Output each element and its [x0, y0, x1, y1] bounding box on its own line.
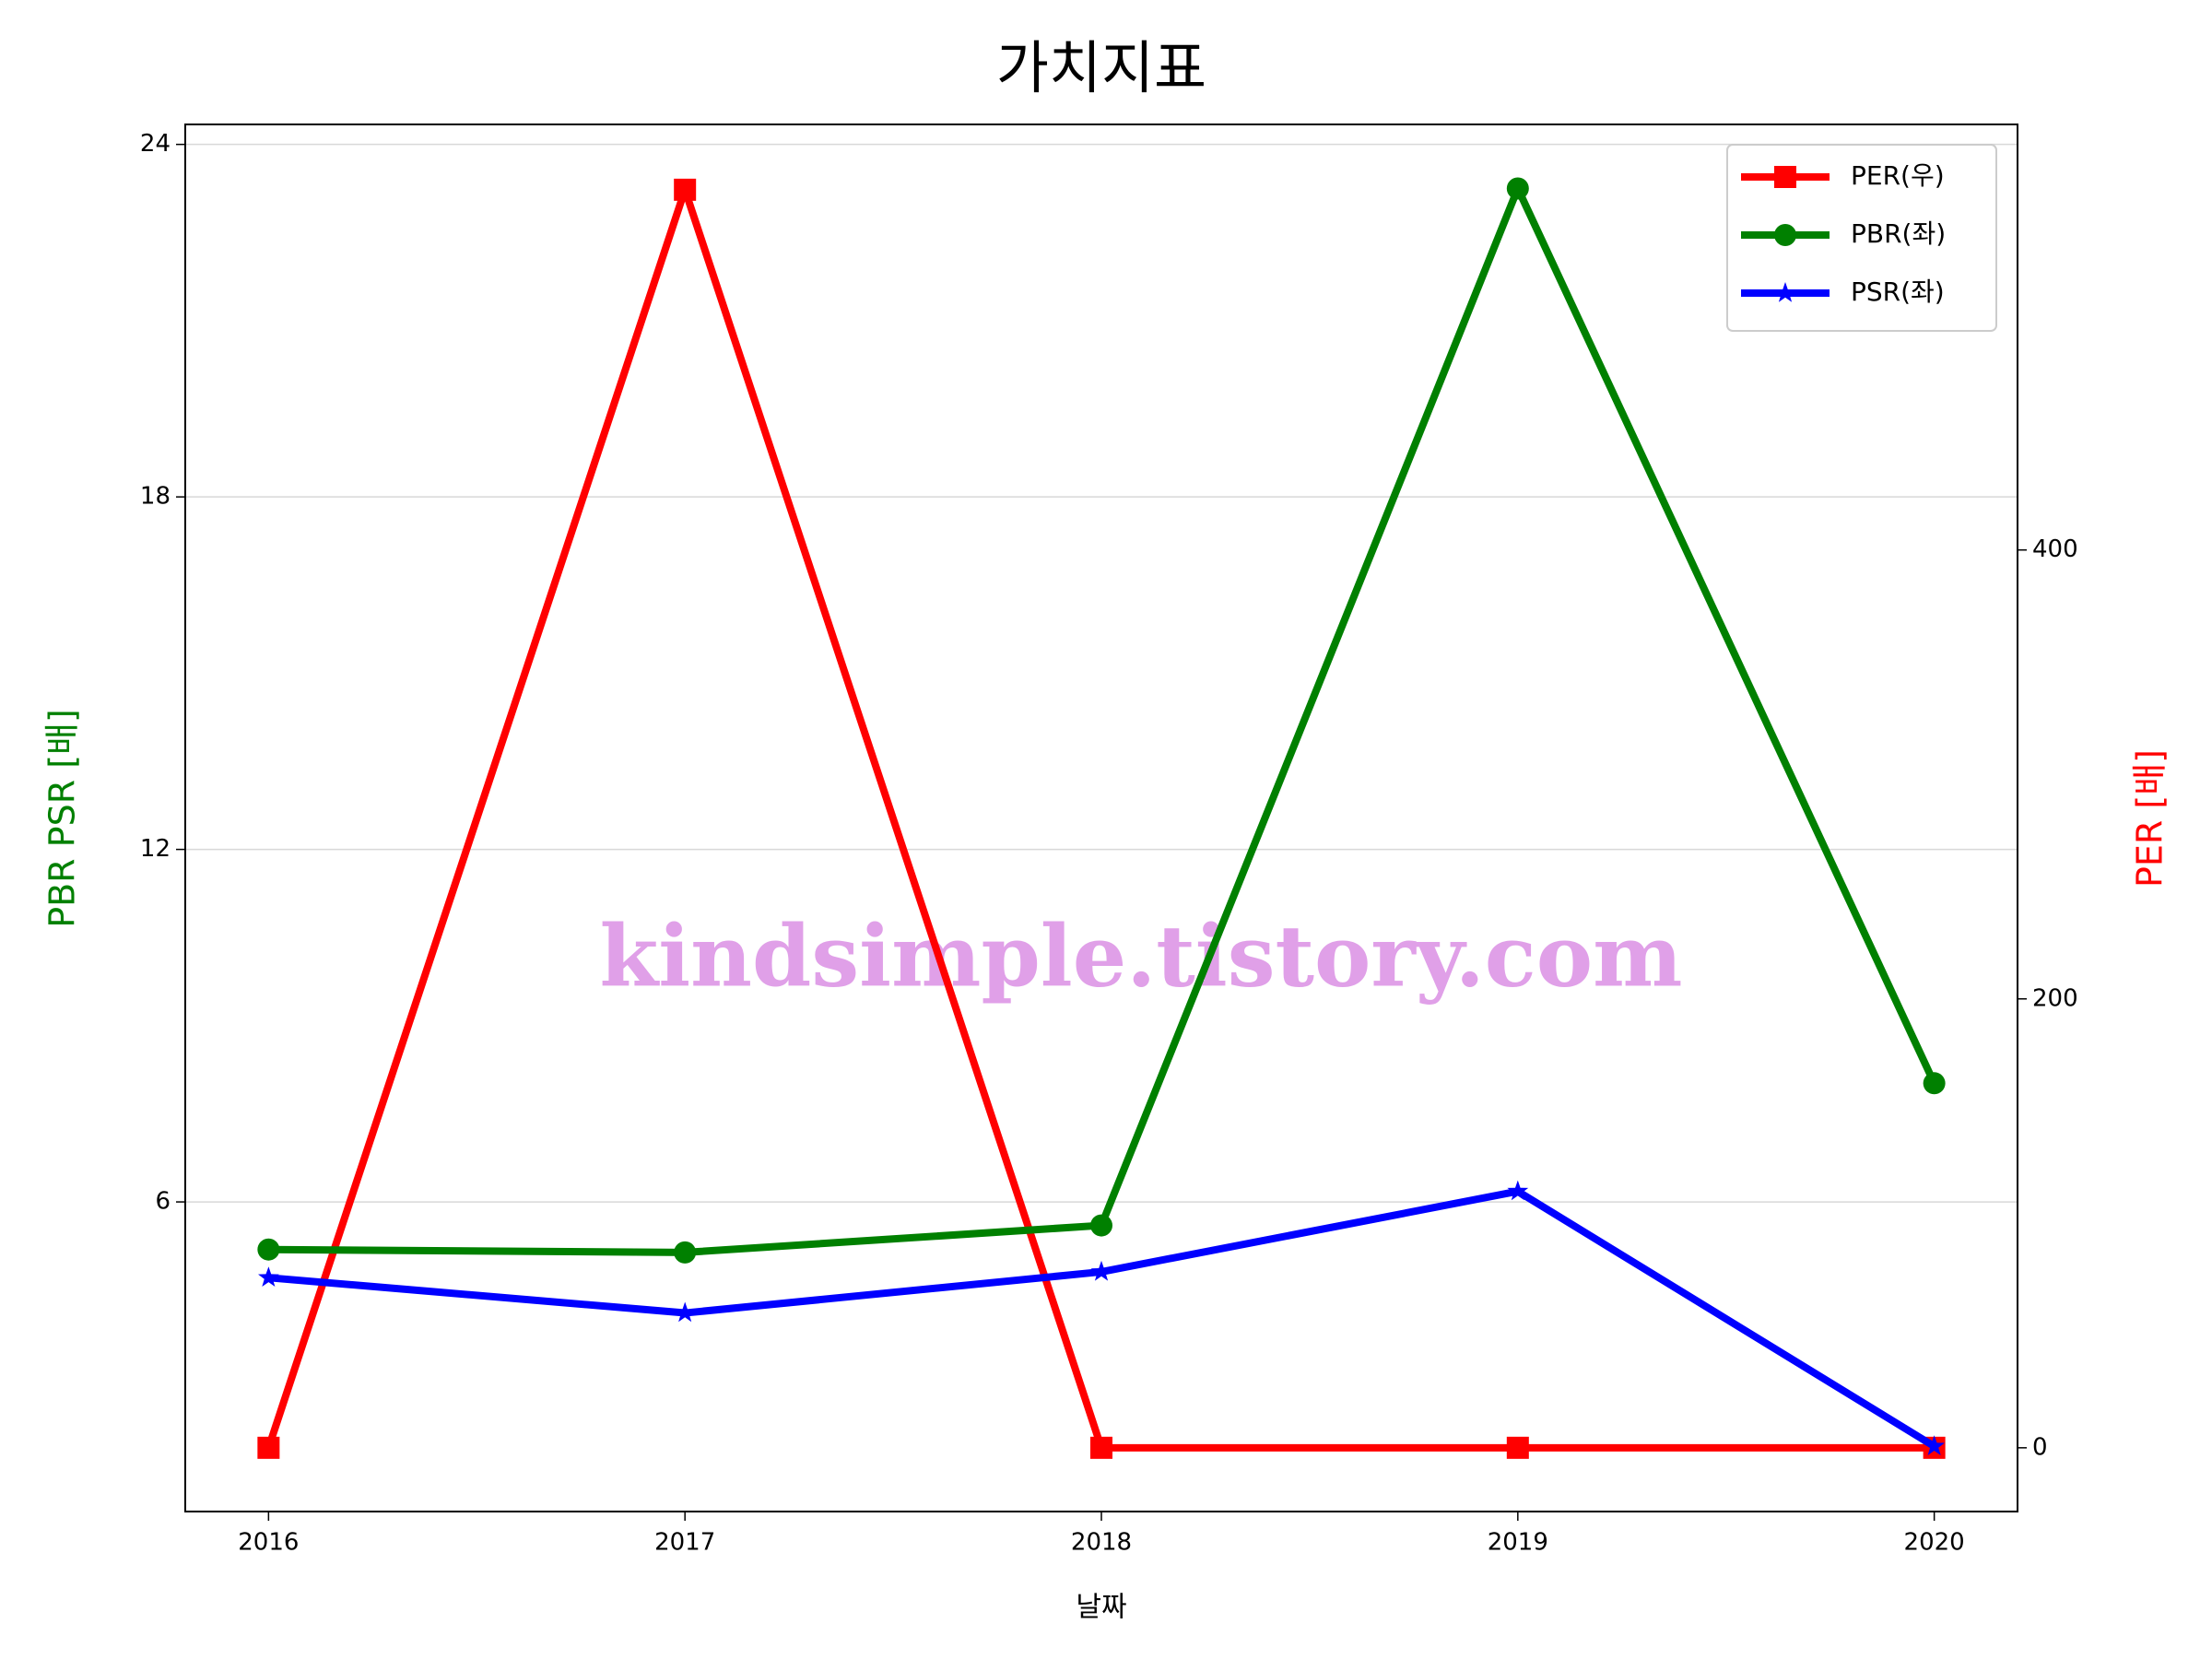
y2-tick-label: 200: [2032, 984, 2078, 1012]
y2-tick-label: 0: [2032, 1433, 2048, 1461]
x-tick-label: 2020: [1904, 1529, 1965, 1557]
legend-box: [1726, 144, 1997, 332]
legend-label: PER(우): [1851, 160, 1945, 191]
y-tick-label: 18: [140, 483, 171, 511]
data-point: [1507, 1180, 1529, 1201]
plot-frame: [184, 124, 2018, 1512]
data-point: [257, 1238, 280, 1261]
x-tick-label: 2019: [1488, 1529, 1548, 1557]
y-tick-label: 6: [155, 1188, 171, 1216]
data-point: [1090, 1260, 1112, 1281]
data-point: [1923, 1072, 1946, 1095]
legend-label: PBR(좌): [1851, 218, 1946, 249]
data-point: [257, 1436, 280, 1459]
data-point: [1506, 177, 1529, 200]
data-point: [674, 178, 697, 201]
legend-label: PSR(좌): [1851, 276, 1945, 307]
y2-axis-label: PER [배]: [2130, 749, 2171, 888]
legend-marker: [1774, 224, 1796, 246]
y-tick-label: 12: [140, 835, 171, 863]
data-point: [1924, 1435, 1945, 1455]
y-tick-label: 24: [140, 130, 171, 158]
legend: PER(우) PBR(좌) PSR(좌): [1726, 144, 1997, 332]
legend-marker: [1774, 282, 1796, 302]
x-tick-label: 2016: [238, 1529, 299, 1557]
watermark: kindsimple.tistory.com: [599, 907, 1682, 1006]
series-line: [268, 184, 1938, 1256]
data-point: [1506, 1436, 1529, 1459]
data-point: [1090, 1436, 1112, 1459]
data-point: [258, 1266, 279, 1287]
data-point: [674, 1241, 697, 1264]
x-axis-label: 날짜: [1076, 1592, 1126, 1624]
y-axis-label: PBR PSR [배]: [42, 709, 83, 928]
series-line: [265, 185, 1935, 1452]
x-tick-label: 2018: [1071, 1529, 1132, 1557]
x-tick-label: 2017: [654, 1529, 715, 1557]
legend-marker: [1774, 166, 1796, 188]
chart-title: 가치지표: [996, 34, 1206, 101]
y2-tick-label: 400: [2032, 535, 2078, 563]
data-point: [674, 1301, 696, 1323]
data-point: [1090, 1214, 1112, 1237]
